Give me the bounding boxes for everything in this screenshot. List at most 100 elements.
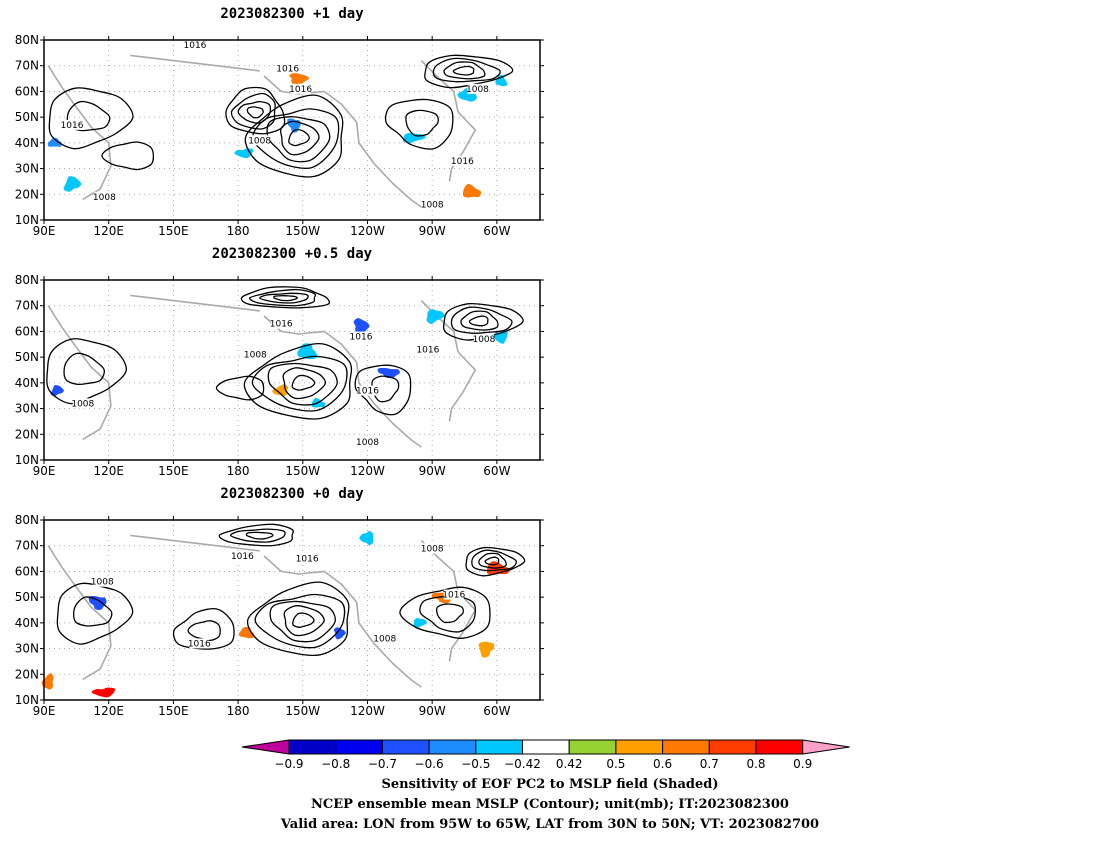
panel-title-2: 2023082300 +0.5 day (211, 246, 373, 262)
colorbar-box (381, 739, 430, 755)
caption-line-3: Valid area: LON from 95W to 65W, LAT fro… (280, 817, 820, 832)
lon-tick-label: 90E (33, 704, 56, 718)
lat-tick-label: 80N (15, 33, 39, 47)
contour-label: 1016 (451, 157, 474, 167)
lat-tick-label: 30N (15, 162, 39, 176)
shaded-region (91, 687, 116, 698)
map-frame (43, 39, 541, 221)
mslp-contours (56, 523, 526, 657)
lon-tick-label: 150E (158, 464, 189, 478)
lat-tick-label: 40N (15, 616, 39, 630)
colorbar-label: −0.6 (415, 757, 444, 771)
colorbar-box (288, 739, 337, 755)
shaded-region (88, 595, 107, 611)
lat-tick-label: 80N (15, 273, 39, 287)
lat-tick-label: 20N (15, 667, 39, 681)
lon-tick-label: 180 (227, 224, 250, 238)
lat-tick-label: 60N (15, 564, 39, 578)
contour-label: 1016 (356, 387, 379, 397)
colorbar: −0.9 −0.8 −0.7 −0.6 −0.5 −0.42 0.42 0.5 0.6 0.7 0.… (241, 739, 850, 771)
contour-label: 1016 (442, 591, 465, 601)
shaded-region (63, 176, 82, 192)
contour-label: 1008 (244, 351, 267, 361)
coastlines (47, 534, 477, 688)
contour-label: 1016 (270, 320, 293, 330)
contour-label: 1016 (276, 64, 299, 74)
colorbar-label: −0.7 (368, 757, 397, 771)
shaded-region (493, 329, 508, 344)
caption-line-2: NCEP ensemble mean MSLP (Contour); unit(… (311, 797, 789, 812)
mslp-contours (48, 54, 514, 178)
lat-tick-label: 70N (15, 299, 39, 313)
lat-tick-label: 50N (15, 350, 39, 364)
gridlines (44, 520, 540, 700)
panel-title-3: 2023082300 +0 day (220, 486, 364, 502)
lon-tick-label: 90E (33, 224, 56, 238)
map-panel-2: 1016 1016 1008 1008 1016 1016 1008 1008 80N 70N 60… (15, 273, 544, 478)
shaded-region (426, 309, 445, 324)
lon-tick-label: 90E (33, 464, 56, 478)
colorbar-box (335, 739, 383, 755)
colorbar-label: 0.9 (793, 757, 812, 771)
shaded-region (413, 617, 427, 629)
lon-tick-label: 90W (419, 464, 446, 478)
lat-tick-label: 60N (15, 324, 39, 338)
colorbar-label: −0.5 (461, 757, 490, 771)
colorbar-label: 0.6 (653, 757, 672, 771)
shaded-region (353, 318, 370, 336)
shaded-region (377, 368, 400, 379)
lon-tick-label: 180 (227, 704, 250, 718)
shaded-region (47, 137, 62, 147)
contour-label: 1008 (421, 544, 444, 554)
map-panel-1: 1016 1016 1016 1008 1016 1008 1016 1008 1008 80N 7… (15, 33, 544, 238)
lat-tick-label: 20N (15, 427, 39, 441)
lon-tick-label: 90W (419, 224, 446, 238)
lat-tick-label: 10N (15, 693, 39, 707)
lon-tick-label: 150W (285, 224, 320, 238)
lat-tick-label: 50N (15, 590, 39, 604)
lat-tick-label: 30N (15, 402, 39, 416)
colorbar-box (615, 739, 664, 755)
colorbar-label: 0.8 (746, 757, 765, 771)
lon-tick-label: 120W (350, 704, 385, 718)
colorbar-box (475, 739, 523, 755)
lon-tick-label: 120W (350, 224, 385, 238)
lon-tick-label: 60W (483, 464, 510, 478)
mslp-contours (46, 286, 524, 420)
lon-tick-label: 120W (350, 464, 385, 478)
shaded-region (462, 183, 482, 198)
colorbar-label: −0.42 (504, 757, 541, 771)
colorbar-box (708, 739, 757, 755)
shaded-region (478, 641, 495, 658)
lat-tick-label: 50N (15, 110, 39, 124)
lon-tick-label: 150E (158, 224, 189, 238)
colorbar-box (755, 739, 804, 755)
lon-tick-label: 120E (93, 464, 124, 478)
panel-title-1: 2023082300 +1 day (220, 6, 364, 22)
contour-label: 1008 (466, 85, 489, 95)
lat-tick-label: 70N (15, 59, 39, 73)
colorbar-box (522, 739, 570, 755)
lat-tick-label: 40N (15, 376, 39, 390)
contour-label: 1016 (188, 639, 211, 649)
lat-tick-label: 80N (15, 513, 39, 527)
lat-tick-label: 70N (15, 539, 39, 553)
colorbar-box (428, 739, 477, 755)
lat-tick-label: 10N (15, 213, 39, 227)
lat-tick-label: 60N (15, 84, 39, 98)
contour-label: 1016 (350, 333, 373, 343)
contour-label: 1008 (91, 578, 114, 588)
contour-label: 1008 (421, 201, 444, 211)
contour-label: 1008 (71, 399, 94, 409)
contour-label: 1008 (93, 193, 116, 203)
lon-tick-label: 180 (227, 464, 250, 478)
colorbar-label: 0.7 (700, 757, 719, 771)
shaded-region (297, 343, 318, 360)
lon-tick-label: 90W (419, 704, 446, 718)
colorbar-extend-high (802, 739, 850, 755)
contour-label: 1008 (356, 438, 379, 448)
colorbar-label: −0.9 (274, 757, 303, 771)
lon-tick-label: 150E (158, 704, 189, 718)
colorbar-box (662, 739, 710, 755)
caption-line-1: Sensitivity of EOF PC2 to MSLP field (Sh… (381, 777, 719, 792)
